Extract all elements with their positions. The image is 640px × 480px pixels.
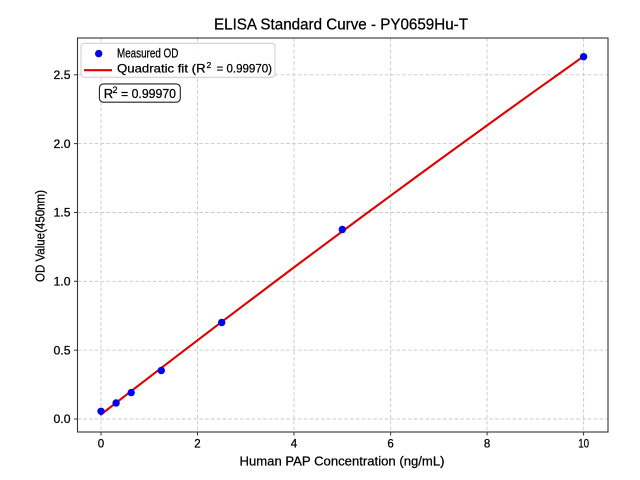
svg-text:0: 0 (98, 438, 104, 450)
svg-text:2: 2 (207, 60, 212, 70)
svg-text:8: 8 (484, 438, 490, 450)
svg-text:= 0.99970: = 0.99970 (121, 86, 176, 101)
svg-text:= 0.99970): = 0.99970) (217, 61, 273, 75)
svg-text:6: 6 (387, 438, 393, 450)
svg-text:R: R (104, 86, 113, 101)
svg-text:0.5: 0.5 (54, 345, 71, 357)
svg-text:2.0: 2.0 (54, 139, 71, 151)
svg-text:4: 4 (291, 438, 298, 450)
svg-text:Quadratic fit (R: Quadratic fit (R (117, 61, 206, 75)
svg-text:Measured OD: Measured OD (117, 46, 178, 61)
svg-text:2: 2 (113, 85, 118, 95)
svg-text:1.5: 1.5 (54, 208, 71, 220)
svg-text:0.0: 0.0 (54, 414, 71, 426)
svg-text:OD Value(450nm): OD Value(450nm) (33, 190, 48, 282)
svg-text:ELISA Standard Curve - PY0659H: ELISA Standard Curve - PY0659Hu-T (214, 16, 469, 33)
svg-text:10: 10 (578, 438, 589, 450)
svg-text:Human PAP Concentration (ng/mL: Human PAP Concentration (ng/mL) (240, 453, 445, 468)
svg-text:2: 2 (194, 438, 200, 450)
svg-text:1.0: 1.0 (54, 277, 71, 289)
svg-text:2.5: 2.5 (54, 70, 71, 82)
